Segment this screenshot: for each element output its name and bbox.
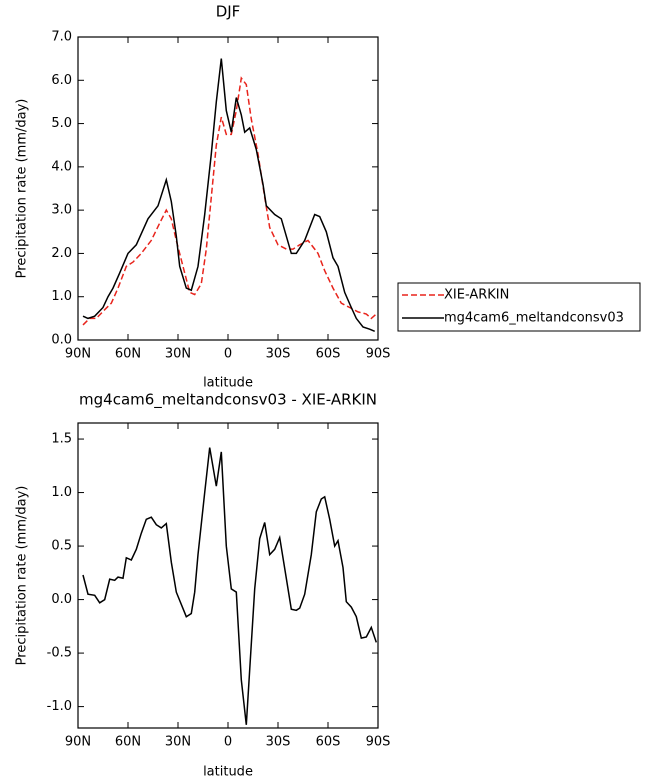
y-tick-label: 7.0 [51, 30, 72, 45]
x-tick-label: 60N [115, 347, 141, 362]
legend-label: XIE-ARKIN [444, 288, 509, 303]
x-tick-label: 30S [266, 347, 291, 362]
y-tick-label: 6.0 [51, 73, 72, 88]
y-axis-label: Precipitation rate (mm/day) [15, 486, 30, 666]
data-line [82, 58, 375, 332]
x-tick-label: 60S [316, 347, 341, 362]
x-tick-label: 60N [115, 735, 141, 750]
y-tick-label: 4.0 [51, 159, 72, 174]
plot-frame [77, 422, 379, 729]
plot-frame [77, 36, 379, 341]
y-tick-label: 5.0 [51, 116, 72, 131]
chart-title: DJF [216, 3, 241, 21]
y-tick-label: 1.0 [51, 289, 72, 304]
y-tick-label: -1.0 [47, 699, 72, 714]
y-axis-label: Precipitation rate (mm/day) [15, 99, 30, 279]
x-tick-label: 0 [224, 347, 232, 362]
y-tick-label: 0.0 [51, 592, 72, 607]
y-tick-label: 3.0 [51, 203, 72, 218]
y-tick-label: 0.5 [51, 539, 72, 554]
y-tick-label: 1.5 [51, 432, 72, 447]
x-tick-label: 90N [65, 347, 91, 362]
x-axis-label: latitude [203, 376, 253, 391]
x-tick-label: 30N [165, 347, 191, 362]
y-tick-label: 2.0 [51, 246, 72, 261]
y-tick-label: -0.5 [47, 646, 72, 661]
y-tick-label: 1.0 [51, 485, 72, 500]
data-line [82, 76, 377, 326]
x-axis-label: latitude [203, 765, 253, 780]
x-tick-label: 30S [266, 735, 291, 750]
chart-title: mg4cam6_meltandconsv03 - XIE-ARKIN [79, 391, 377, 410]
x-tick-label: 30N [165, 735, 191, 750]
x-tick-label: 90N [65, 735, 91, 750]
y-tick-label: 0.0 [51, 333, 72, 348]
x-tick-label: 90S [366, 347, 391, 362]
legend-box [397, 282, 641, 332]
legend-label: mg4cam6_meltandconsv03 [444, 311, 624, 326]
x-tick-label: 60S [316, 735, 341, 750]
data-line [82, 447, 378, 725]
x-tick-label: 90S [366, 735, 391, 750]
x-tick-label: 0 [224, 735, 232, 750]
